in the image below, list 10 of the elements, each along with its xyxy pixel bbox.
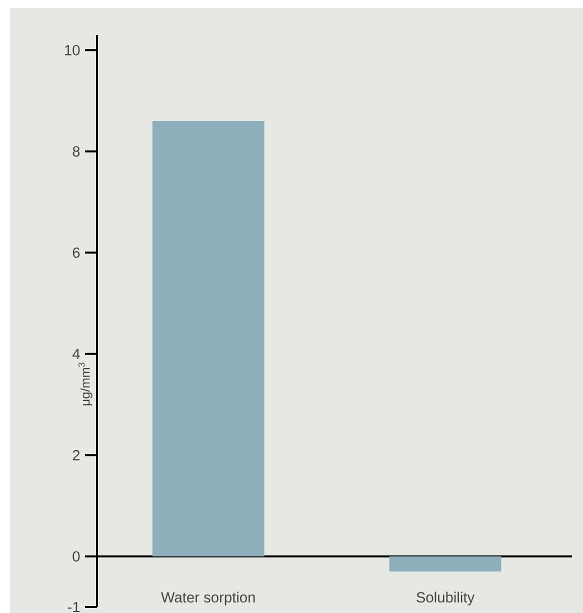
x-tick-label: Water sorption bbox=[160, 592, 255, 606]
y-tick-label: 4 bbox=[72, 348, 80, 359]
y-tick-label: -1 bbox=[68, 602, 80, 612]
y-tick-label: 6 bbox=[72, 247, 80, 258]
y-axis-title: μg/mm$^{3}$ bbox=[78, 362, 92, 406]
y-tick-label: 2 bbox=[72, 450, 80, 460]
y-tick-label: 0 bbox=[72, 551, 80, 562]
y-tick-label: 8 bbox=[72, 146, 80, 157]
y-tick-label: 10 bbox=[65, 45, 80, 56]
x-tick-label: Solubility bbox=[416, 592, 475, 606]
